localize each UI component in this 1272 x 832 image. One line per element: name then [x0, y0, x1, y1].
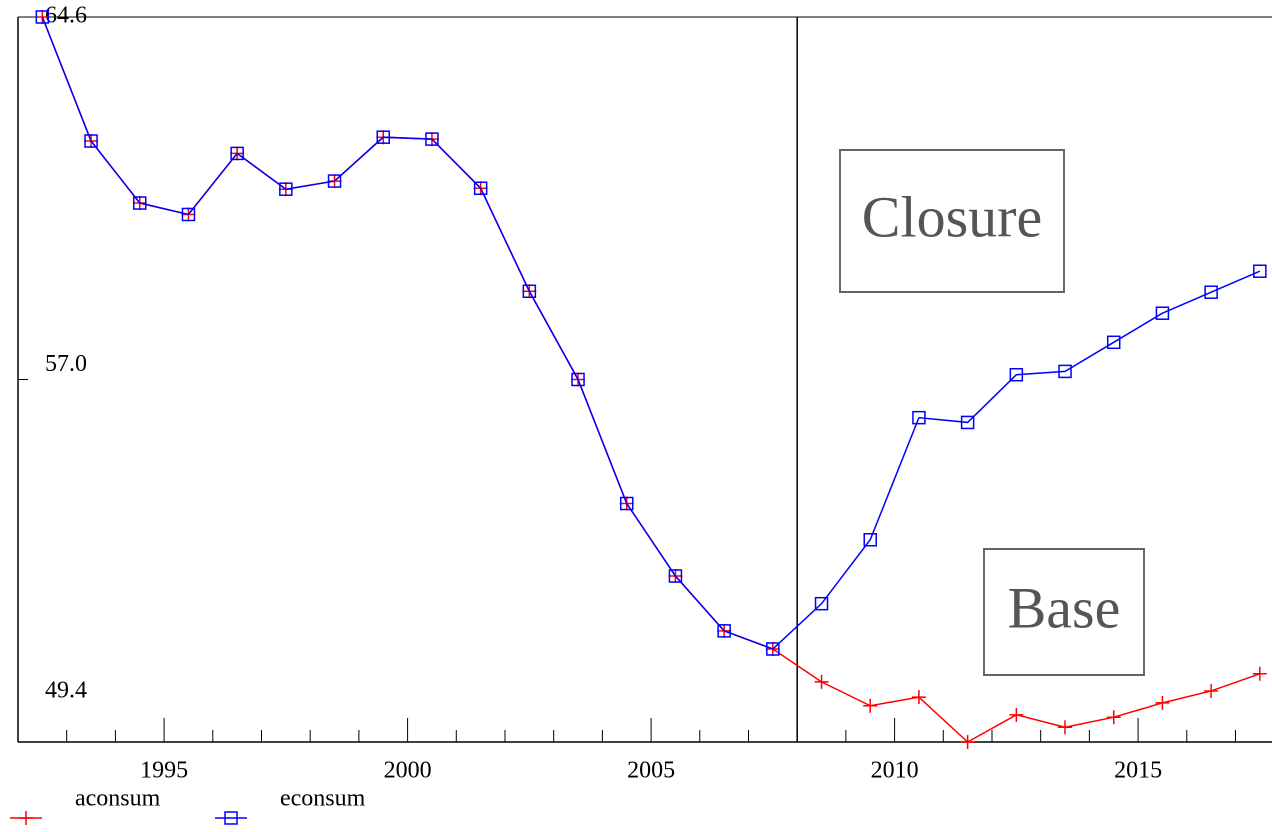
point [960, 735, 975, 749]
series-line [41, 16, 1261, 650]
point [1204, 683, 1219, 698]
point [1253, 264, 1267, 278]
point [376, 130, 390, 144]
point [230, 146, 244, 161]
legend-label: econsum [280, 786, 366, 812]
annotation-box [839, 149, 1065, 293]
point [1009, 707, 1024, 722]
point [1204, 285, 1218, 299]
point [327, 174, 342, 188]
point [960, 415, 975, 430]
point [19, 811, 33, 825]
point [1155, 306, 1170, 320]
point [35, 10, 50, 24]
point [911, 690, 926, 705]
point [814, 596, 829, 611]
point [181, 207, 196, 222]
point [522, 284, 537, 299]
legend-label: aconsum [75, 786, 161, 812]
x-tick-label: 2015 [1114, 758, 1162, 784]
annotation-box [983, 548, 1145, 676]
x-tick-label: 2010 [871, 758, 919, 784]
y-tick-label: 64.6 [45, 3, 87, 29]
annotation: Closure [862, 184, 1042, 249]
annotation: Base [1008, 575, 1121, 640]
x-tick-label: 1995 [140, 758, 188, 784]
point [766, 642, 780, 656]
point [1009, 367, 1024, 382]
point [224, 811, 238, 825]
point [425, 132, 439, 146]
point [1252, 666, 1267, 681]
point [279, 182, 293, 196]
point [814, 674, 829, 689]
point [1106, 710, 1121, 725]
y-tick-label: 57.0 [45, 351, 87, 377]
point [84, 134, 98, 148]
point [571, 372, 585, 387]
x-tick-label: 2005 [627, 758, 675, 784]
point [473, 181, 488, 195]
point [717, 624, 731, 638]
point [912, 410, 926, 425]
point [35, 10, 50, 24]
point [668, 569, 683, 583]
x-tick-label: 2000 [384, 758, 432, 784]
point [619, 496, 634, 511]
point [1058, 364, 1072, 379]
y-tick-label: 49.4 [45, 678, 87, 704]
point [1106, 335, 1121, 350]
point [1155, 695, 1170, 710]
point [1058, 720, 1073, 735]
point [863, 698, 878, 713]
point [863, 533, 877, 547]
point [132, 196, 147, 210]
